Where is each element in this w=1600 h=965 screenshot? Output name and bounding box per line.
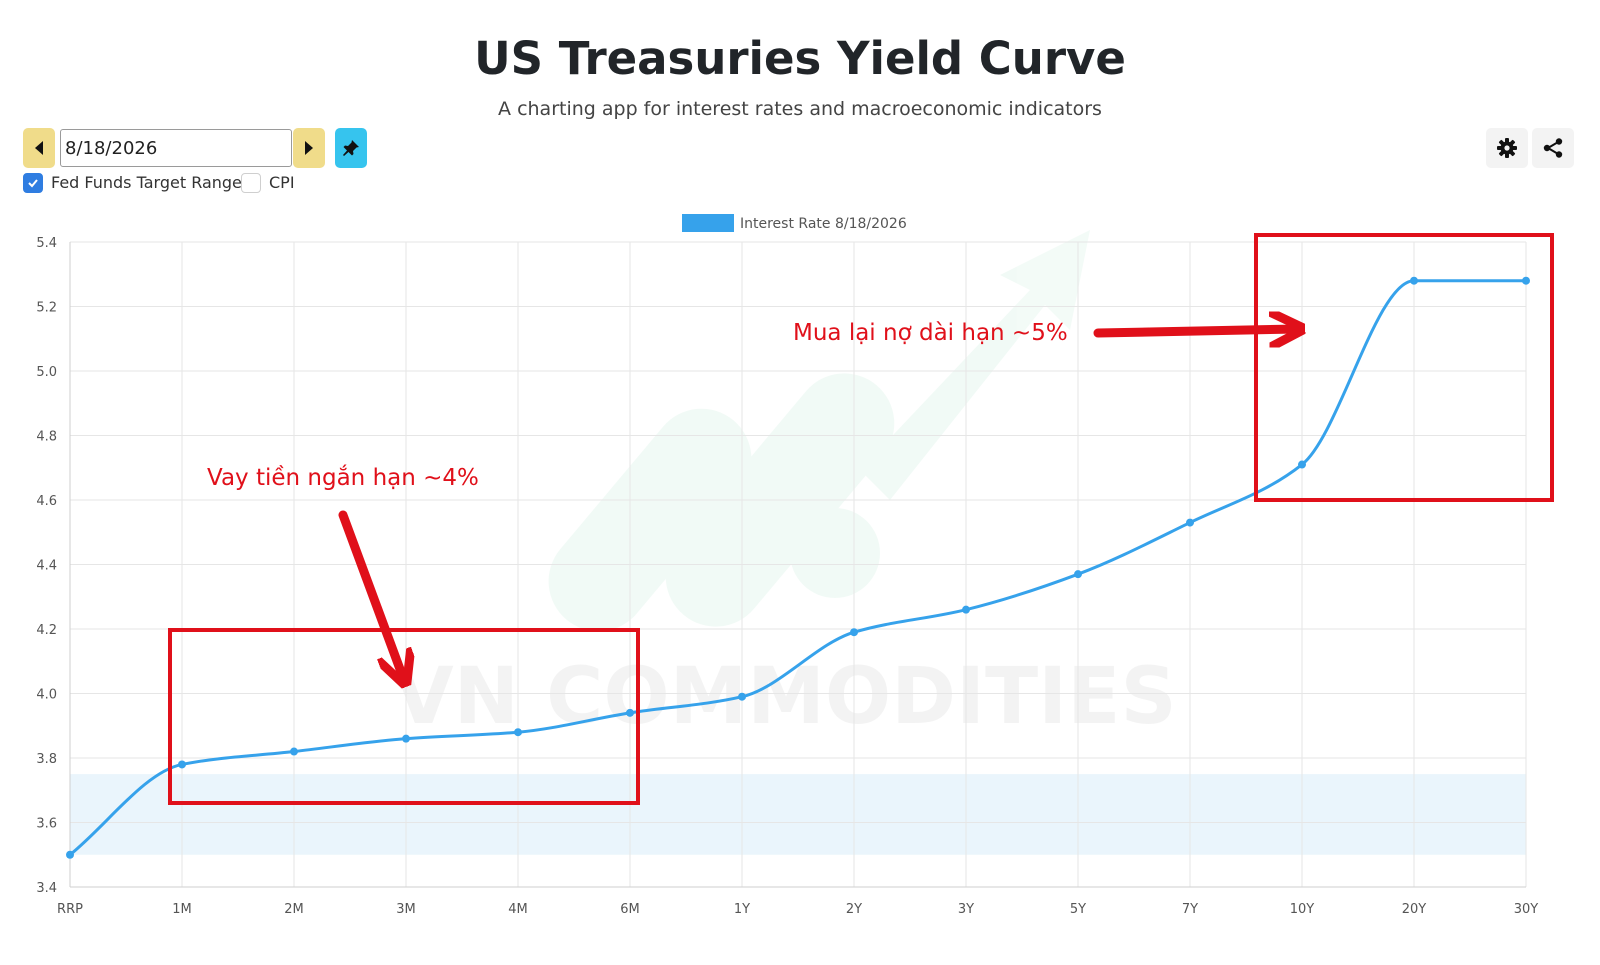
settings-button[interactable] [1486, 128, 1528, 168]
next-date-button[interactable] [293, 128, 325, 168]
x-tick-label: 3M [396, 902, 416, 917]
y-tick-label: 3.6 [36, 817, 57, 832]
data-point [1186, 518, 1194, 527]
x-tick-label: 3Y [958, 902, 974, 917]
cpi-label: CPI [269, 173, 295, 192]
fed-funds-range-band [70, 774, 1526, 855]
page-title: US Treasuries Yield Curve [474, 32, 1126, 85]
data-point [1410, 276, 1418, 285]
chart-legend: Interest Rate 8/18/2026 [682, 214, 907, 232]
gear-icon [1497, 138, 1517, 158]
data-point [290, 747, 298, 756]
share-button[interactable] [1532, 128, 1574, 168]
checkmark-icon [28, 179, 38, 188]
y-tick-label: 4.8 [36, 430, 57, 445]
pin-icon [343, 140, 359, 156]
data-point [1522, 276, 1530, 285]
fed-funds-label: Fed Funds Target Range [51, 173, 242, 192]
fed-funds-checkbox[interactable] [23, 173, 43, 193]
y-tick-label: 5.4 [36, 236, 57, 251]
legend-swatch [682, 214, 734, 232]
chart-grid [69, 241, 1527, 888]
data-point [66, 850, 74, 859]
x-axis: RRP 1M 2M 3M 4M 6M 1Y 2Y 3Y 5Y 7Y 10Y 20Y 30Y [57, 902, 1538, 917]
data-point [1074, 570, 1082, 579]
caret-right-icon [305, 141, 313, 155]
y-tick-label: 5.2 [36, 301, 57, 316]
data-point [178, 760, 186, 769]
x-tick-label: 30Y [1514, 902, 1539, 917]
x-tick-label: 20Y [1402, 902, 1427, 917]
data-point [738, 692, 746, 701]
y-tick-label: 4.0 [36, 688, 57, 703]
x-tick-label: 1Y [734, 902, 750, 917]
data-point [402, 734, 410, 743]
data-point [962, 605, 970, 614]
y-axis: 3.4 3.6 3.8 4.0 4.2 4.4 4.6 4.8 5.0 5.2 5.4 [36, 236, 57, 896]
y-tick-label: 4.6 [36, 494, 57, 509]
data-point [514, 728, 522, 737]
pin-button[interactable] [335, 128, 367, 168]
annotation-arrow-short-term [338, 510, 404, 680]
x-tick-label: 2M [284, 902, 304, 917]
y-tick-label: 3.8 [36, 752, 57, 767]
y-tick-label: 4.2 [36, 623, 57, 638]
data-point [850, 628, 858, 637]
x-tick-label: RRP [57, 902, 83, 917]
data-point [626, 708, 634, 717]
x-tick-label: 4M [508, 902, 528, 917]
x-tick-label: 6M [620, 902, 640, 917]
annotations: Vay tiền ngắn hạn ~4% Mua lại nợ dài hạn… [168, 233, 1554, 805]
y-tick-label: 3.4 [36, 881, 57, 896]
watermark-text: VN COMMODITIES [393, 652, 1176, 742]
annotation-box-short-term [168, 628, 640, 805]
cpi-checkbox[interactable] [241, 173, 261, 193]
x-tick-label: 2Y [846, 902, 862, 917]
page-subtitle: A charting app for interest rates and ma… [498, 98, 1102, 120]
caret-left-icon [35, 141, 43, 155]
date-input[interactable] [60, 129, 292, 167]
x-tick-label: 10Y [1290, 902, 1315, 917]
y-tick-label: 5.0 [36, 365, 57, 380]
x-tick-label: 1M [172, 902, 192, 917]
data-point [1298, 460, 1306, 469]
annotation-short-term: Vay tiền ngắn hạn ~4% [207, 464, 479, 491]
y-tick-label: 4.4 [36, 559, 57, 574]
x-tick-label: 7Y [1182, 902, 1198, 917]
annotation-arrow-long-term [1093, 329, 1298, 333]
annotation-long-term: Mua lại nợ dài hạn ~5% [793, 320, 1068, 346]
data-points [66, 276, 1530, 859]
legend-label: Interest Rate 8/18/2026 [740, 216, 907, 232]
annotation-box-long-term [1254, 233, 1554, 502]
x-tick-label: 5Y [1070, 902, 1086, 917]
share-icon [1543, 138, 1563, 158]
previous-date-button[interactable] [23, 128, 55, 168]
